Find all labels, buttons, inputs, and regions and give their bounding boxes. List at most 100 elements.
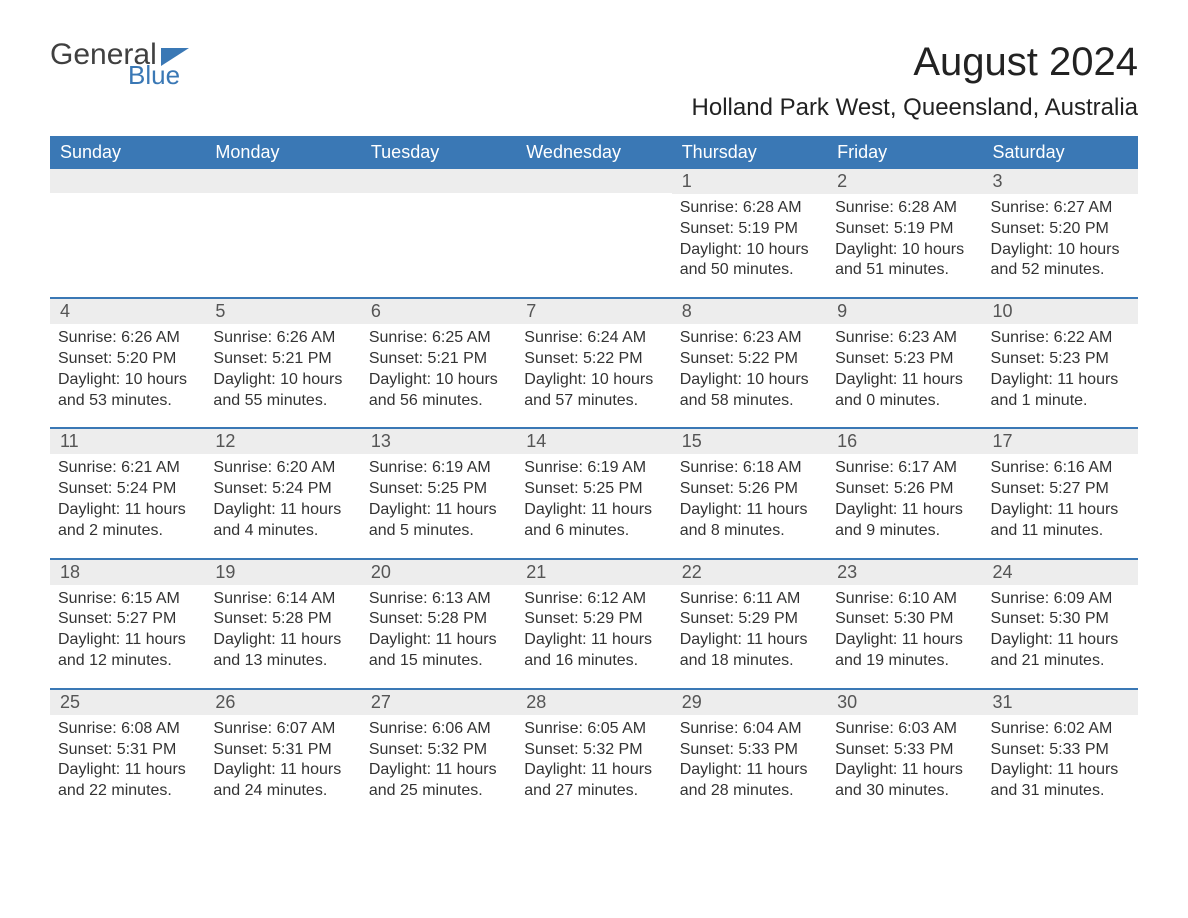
day-number-empty [516,169,671,193]
daylight-value: Daylight: 10 hours and 51 minutes. [835,240,974,282]
weekday-header: Tuesday [361,136,516,169]
day-number: 4 [50,299,205,324]
daylight-value: Daylight: 11 hours and 21 minutes. [991,630,1130,672]
daylight-value: Daylight: 11 hours and 15 minutes. [369,630,508,672]
sunrise-value: Sunrise: 6:11 AM [680,589,819,610]
sunset-value: Sunset: 5:30 PM [991,609,1130,630]
calendar-day: 26Sunrise: 6:07 AMSunset: 5:31 PMDayligh… [205,690,360,818]
daylight-value: Daylight: 11 hours and 12 minutes. [58,630,197,672]
calendar-day: 1Sunrise: 6:28 AMSunset: 5:19 PMDaylight… [672,169,827,297]
calendar-day: 3Sunrise: 6:27 AMSunset: 5:20 PMDaylight… [983,169,1138,297]
daylight-value: Daylight: 10 hours and 50 minutes. [680,240,819,282]
daylight-value: Daylight: 11 hours and 19 minutes. [835,630,974,672]
daylight-value: Daylight: 11 hours and 27 minutes. [524,760,663,802]
daylight-value: Daylight: 11 hours and 22 minutes. [58,760,197,802]
day-details: Sunrise: 6:12 AMSunset: 5:29 PMDaylight:… [524,585,663,672]
calendar-day: 22Sunrise: 6:11 AMSunset: 5:29 PMDayligh… [672,560,827,688]
sunset-value: Sunset: 5:29 PM [680,609,819,630]
calendar-day: 20Sunrise: 6:13 AMSunset: 5:28 PMDayligh… [361,560,516,688]
calendar-day: 13Sunrise: 6:19 AMSunset: 5:25 PMDayligh… [361,429,516,557]
day-details: Sunrise: 6:04 AMSunset: 5:33 PMDaylight:… [680,715,819,802]
sunset-value: Sunset: 5:22 PM [680,349,819,370]
weekday-header: Thursday [672,136,827,169]
daylight-value: Daylight: 11 hours and 30 minutes. [835,760,974,802]
calendar-day: 18Sunrise: 6:15 AMSunset: 5:27 PMDayligh… [50,560,205,688]
sunset-value: Sunset: 5:27 PM [58,609,197,630]
sunrise-value: Sunrise: 6:19 AM [524,458,663,479]
day-details: Sunrise: 6:03 AMSunset: 5:33 PMDaylight:… [835,715,974,802]
calendar-week: 4Sunrise: 6:26 AMSunset: 5:20 PMDaylight… [50,297,1138,427]
sunrise-value: Sunrise: 6:28 AM [680,198,819,219]
day-details: Sunrise: 6:07 AMSunset: 5:31 PMDaylight:… [213,715,352,802]
sunset-value: Sunset: 5:20 PM [991,219,1130,240]
sunrise-value: Sunrise: 6:06 AM [369,719,508,740]
weekday-header: Friday [827,136,982,169]
logo-text-blue: Blue [128,62,189,88]
calendar-day: 11Sunrise: 6:21 AMSunset: 5:24 PMDayligh… [50,429,205,557]
day-details: Sunrise: 6:15 AMSunset: 5:27 PMDaylight:… [58,585,197,672]
daylight-value: Daylight: 11 hours and 16 minutes. [524,630,663,672]
daylight-value: Daylight: 11 hours and 8 minutes. [680,500,819,542]
day-number: 15 [672,429,827,454]
sunset-value: Sunset: 5:27 PM [991,479,1130,500]
day-details: Sunrise: 6:05 AMSunset: 5:32 PMDaylight:… [524,715,663,802]
sunrise-value: Sunrise: 6:05 AM [524,719,663,740]
calendar-week: 11Sunrise: 6:21 AMSunset: 5:24 PMDayligh… [50,427,1138,557]
day-details: Sunrise: 6:27 AMSunset: 5:20 PMDaylight:… [991,194,1130,281]
day-number: 31 [983,690,1138,715]
daylight-value: Daylight: 10 hours and 57 minutes. [524,370,663,412]
logo: General Blue [50,40,189,88]
calendar-day: 14Sunrise: 6:19 AMSunset: 5:25 PMDayligh… [516,429,671,557]
day-number-empty [361,169,516,193]
day-number: 11 [50,429,205,454]
day-number: 27 [361,690,516,715]
day-number: 28 [516,690,671,715]
sunset-value: Sunset: 5:25 PM [369,479,508,500]
sunrise-value: Sunrise: 6:09 AM [991,589,1130,610]
sunset-value: Sunset: 5:28 PM [213,609,352,630]
calendar-day: 17Sunrise: 6:16 AMSunset: 5:27 PMDayligh… [983,429,1138,557]
daylight-value: Daylight: 11 hours and 11 minutes. [991,500,1130,542]
day-number: 29 [672,690,827,715]
sunset-value: Sunset: 5:33 PM [991,740,1130,761]
calendar-day: 12Sunrise: 6:20 AMSunset: 5:24 PMDayligh… [205,429,360,557]
day-number: 8 [672,299,827,324]
sunset-value: Sunset: 5:33 PM [680,740,819,761]
day-details: Sunrise: 6:26 AMSunset: 5:21 PMDaylight:… [213,324,352,411]
day-number: 17 [983,429,1138,454]
calendar-day [50,169,205,297]
weekday-header: Saturday [983,136,1138,169]
calendar-week: 1Sunrise: 6:28 AMSunset: 5:19 PMDaylight… [50,169,1138,297]
calendar-day: 28Sunrise: 6:05 AMSunset: 5:32 PMDayligh… [516,690,671,818]
day-number: 24 [983,560,1138,585]
calendar-day: 31Sunrise: 6:02 AMSunset: 5:33 PMDayligh… [983,690,1138,818]
daylight-value: Daylight: 11 hours and 9 minutes. [835,500,974,542]
daylight-value: Daylight: 11 hours and 28 minutes. [680,760,819,802]
daylight-value: Daylight: 11 hours and 5 minutes. [369,500,508,542]
sunset-value: Sunset: 5:24 PM [58,479,197,500]
calendar-day: 19Sunrise: 6:14 AMSunset: 5:28 PMDayligh… [205,560,360,688]
sunset-value: Sunset: 5:32 PM [524,740,663,761]
day-details: Sunrise: 6:11 AMSunset: 5:29 PMDaylight:… [680,585,819,672]
sunrise-value: Sunrise: 6:18 AM [680,458,819,479]
daylight-value: Daylight: 11 hours and 31 minutes. [991,760,1130,802]
day-number-empty [205,169,360,193]
day-details: Sunrise: 6:16 AMSunset: 5:27 PMDaylight:… [991,454,1130,541]
daylight-value: Daylight: 10 hours and 52 minutes. [991,240,1130,282]
day-number: 6 [361,299,516,324]
day-details: Sunrise: 6:21 AMSunset: 5:24 PMDaylight:… [58,454,197,541]
calendar-day: 15Sunrise: 6:18 AMSunset: 5:26 PMDayligh… [672,429,827,557]
day-details: Sunrise: 6:19 AMSunset: 5:25 PMDaylight:… [524,454,663,541]
day-details: Sunrise: 6:08 AMSunset: 5:31 PMDaylight:… [58,715,197,802]
weekday-header: Sunday [50,136,205,169]
calendar-day: 4Sunrise: 6:26 AMSunset: 5:20 PMDaylight… [50,299,205,427]
day-details: Sunrise: 6:23 AMSunset: 5:23 PMDaylight:… [835,324,974,411]
day-number: 12 [205,429,360,454]
sunrise-value: Sunrise: 6:20 AM [213,458,352,479]
sunset-value: Sunset: 5:19 PM [680,219,819,240]
daylight-value: Daylight: 10 hours and 55 minutes. [213,370,352,412]
sunset-value: Sunset: 5:29 PM [524,609,663,630]
daylight-value: Daylight: 11 hours and 24 minutes. [213,760,352,802]
calendar-day: 23Sunrise: 6:10 AMSunset: 5:30 PMDayligh… [827,560,982,688]
sunrise-value: Sunrise: 6:07 AM [213,719,352,740]
